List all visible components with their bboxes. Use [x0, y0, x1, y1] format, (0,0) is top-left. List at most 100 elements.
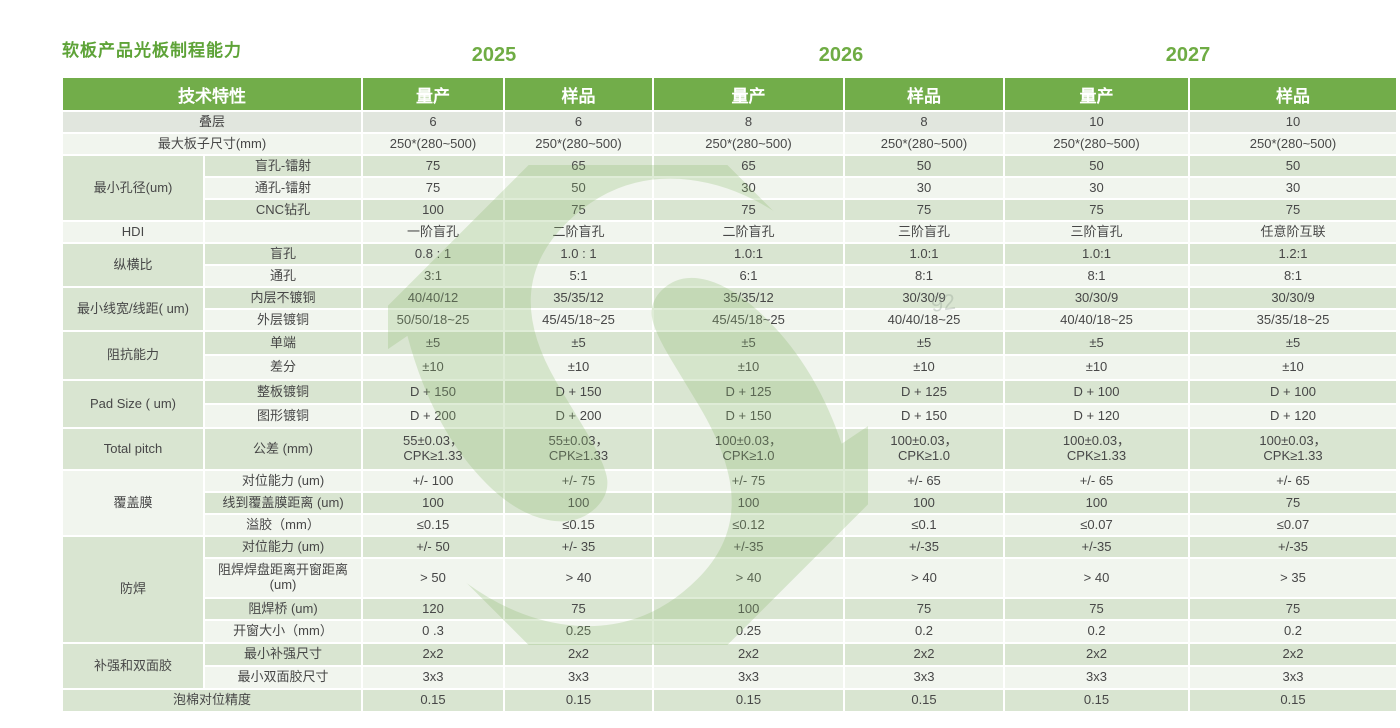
value-cell: 0.15	[845, 690, 1003, 711]
value-cell: 6:1	[654, 266, 843, 286]
table-row: Pad Size ( um) 整板镀铜 D + 150 D + 150 D + 125 D…	[63, 381, 1396, 427]
row-label: 叠层	[63, 112, 361, 132]
value-cell: +/-35	[654, 537, 843, 557]
value-cell: +/- 35	[505, 537, 652, 557]
value-cell: 3x3	[654, 667, 843, 688]
value-cell: 75	[505, 200, 652, 220]
value-cell: 8:1	[1005, 266, 1188, 286]
value-cell: D + 100	[1190, 381, 1396, 403]
table-row: 泡棉对位精度 0.15 0.15 0.15 0.15 0.15 0.15	[63, 690, 1396, 711]
value-cell: 50	[1190, 156, 1396, 176]
value-cell: 45/45/18~25	[505, 310, 652, 330]
value-cell: 50	[505, 178, 652, 198]
value-cell: +/- 65	[845, 471, 1003, 491]
value-cell: 2x2	[1190, 644, 1396, 665]
sub-row-label: 外层镀铜	[205, 310, 361, 330]
value-cell: ±10	[1005, 356, 1188, 379]
value-cell: ±5	[1005, 332, 1188, 354]
value-cell: ≤0.15	[505, 515, 652, 535]
sub-row-label: 整板镀铜	[205, 381, 361, 403]
value-cell: 0.15	[654, 690, 843, 711]
value-cell: 3x3	[845, 667, 1003, 688]
value-cell: 55±0.03， CPK≥1.33	[505, 429, 652, 469]
value-cell: 120	[363, 599, 503, 619]
value-cell: 40/40/18~25	[1005, 310, 1188, 330]
value-cell: 30	[1005, 178, 1188, 198]
value-cell: ≤0.15	[363, 515, 503, 535]
value-cell: D + 125	[845, 381, 1003, 403]
value-cell: 2x2	[505, 644, 652, 665]
value-cell: ±5	[363, 332, 503, 354]
sub-row-label: 通孔	[205, 266, 361, 286]
value-cell: D + 120	[1005, 405, 1188, 427]
category-label: 纵横比	[63, 244, 203, 286]
value-cell: +/- 100	[363, 471, 503, 491]
sub-row-label: 对位能力 (um)	[205, 537, 361, 557]
value-cell: +/- 65	[1005, 471, 1188, 491]
table-row: 通孔 3:1 5:1 6:1 8:1 8:1 8:1	[63, 266, 1396, 286]
table-row: 溢胶（mm） ≤0.15 ≤0.15 ≤0.12 ≤0.1 ≤0.07 ≤0.07	[63, 515, 1396, 535]
value-cell: D + 200	[363, 405, 503, 427]
value-cell: > 35	[1190, 559, 1396, 597]
value-cell: 35/35/12	[654, 288, 843, 308]
column-header: 量产	[654, 78, 843, 110]
value-cell: 2x2	[845, 644, 1003, 665]
table-row: 补强和双面胶 最小补强尺寸 2x2 2x2 2x2 2x2 2x2 2x2	[63, 644, 1396, 688]
value-cell: 250*(280~500)	[1190, 134, 1396, 154]
value-cell: ±10	[654, 356, 843, 379]
value-cell: 75	[845, 200, 1003, 220]
value-cell: 50	[845, 156, 1003, 176]
value-cell: 8	[845, 112, 1003, 132]
value-cell: D + 150	[654, 405, 843, 427]
table-row: 最小线宽/线距( um) 内层不镀铜 40/40/12 35/35/12 35/35/1…	[63, 288, 1396, 330]
sub-row-label: 最小补强尺寸	[205, 644, 361, 665]
value-cell: ±10	[1190, 356, 1396, 379]
value-cell: 10	[1190, 112, 1396, 132]
value-cell: 8:1	[845, 266, 1003, 286]
header-row: 技术特性 量产 样品 量产 样品 量产 样品	[63, 78, 1396, 110]
sub-row-label: 线到覆盖膜距离 (um)	[205, 493, 361, 513]
value-cell: 75	[845, 599, 1003, 619]
value-cell: ±5	[1190, 332, 1396, 354]
value-cell: 0 .3	[363, 621, 503, 642]
capability-table: 技术特性 量产 样品 量产 样品 量产 样品 叠层 6 6 8 8 10 10 最大板子尺寸(mm) 250…	[61, 76, 1398, 713]
table-row: 开窗大小（mm） 0 .3 0.25 0.25 0.2 0.2 0.2	[63, 621, 1396, 642]
value-cell: ±10	[505, 356, 652, 379]
value-cell: 100±0.03， CPK≥1.0	[654, 429, 843, 469]
value-cell: ≤0.12	[654, 515, 843, 535]
value-cell: 100±0.03， CPK≥1.0	[845, 429, 1003, 469]
value-cell: 40/40/18~25	[845, 310, 1003, 330]
value-cell: 3x3	[363, 667, 503, 688]
category-label: 最小线宽/线距( um)	[63, 288, 203, 330]
value-cell: 75	[1190, 599, 1396, 619]
value-cell: 55±0.03， CPK≥1.33	[363, 429, 503, 469]
value-cell: D + 200	[505, 405, 652, 427]
value-cell: D + 150	[845, 405, 1003, 427]
value-cell: 75	[1005, 200, 1188, 220]
value-cell: 75	[654, 200, 843, 220]
value-cell: 30/30/9	[1005, 288, 1188, 308]
value-cell: 2x2	[363, 644, 503, 665]
value-cell: 0.2	[845, 621, 1003, 642]
value-cell: ≤0.07	[1005, 515, 1188, 535]
value-cell: 0.25	[654, 621, 843, 642]
column-header: 量产	[1005, 78, 1188, 110]
value-cell: 100	[363, 200, 503, 220]
sub-row-label: 通孔-镭射	[205, 178, 361, 198]
column-header: 量产	[363, 78, 503, 110]
value-cell: 100	[363, 493, 503, 513]
sub-row-label: 盲孔	[205, 244, 361, 264]
value-cell: 6	[505, 112, 652, 132]
value-cell: ±5	[505, 332, 652, 354]
table-row: Total pitch 公差 (mm) 55±0.03， CPK≥1.33 55±0.…	[63, 429, 1396, 469]
page-title: 软板产品光板制程能力	[62, 41, 242, 60]
value-cell: D + 100	[1005, 381, 1188, 403]
value-cell: 0.2	[1005, 621, 1188, 642]
value-cell: D + 150	[363, 381, 503, 403]
sub-row-label: 图形镀铜	[205, 405, 361, 427]
value-cell: 30/30/9	[845, 288, 1003, 308]
value-cell: 1.2:1	[1190, 244, 1396, 264]
value-cell: 三阶盲孔	[1005, 222, 1188, 242]
value-cell: 0.15	[505, 690, 652, 711]
table-row: 线到覆盖膜距离 (um) 100 100 100 100 100 75	[63, 493, 1396, 513]
